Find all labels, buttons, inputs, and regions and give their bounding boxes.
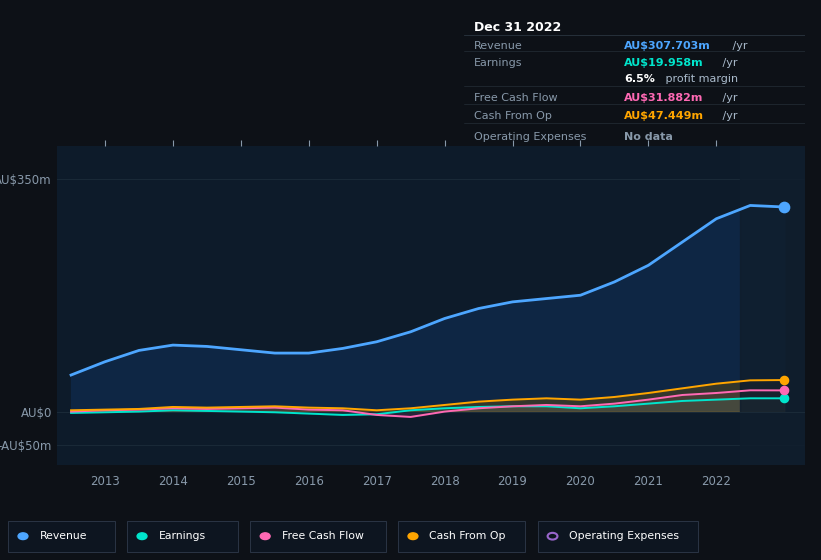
Text: profit margin: profit margin [663, 74, 738, 85]
Text: 6.5%: 6.5% [624, 74, 655, 85]
Text: Operating Expenses: Operating Expenses [569, 531, 679, 541]
Text: Earnings: Earnings [158, 531, 205, 541]
Text: Operating Expenses: Operating Expenses [474, 132, 586, 142]
Point [777, 203, 791, 212]
Point [777, 376, 791, 385]
Text: Earnings: Earnings [474, 58, 523, 68]
Text: /yr: /yr [719, 58, 738, 68]
Text: No data: No data [624, 132, 673, 142]
Text: AU$19.958m: AU$19.958m [624, 58, 704, 68]
Text: /yr: /yr [729, 40, 747, 50]
Text: Free Cash Flow: Free Cash Flow [474, 94, 557, 104]
Text: Revenue: Revenue [39, 531, 87, 541]
Text: Revenue: Revenue [474, 40, 523, 50]
Point [777, 394, 791, 403]
Text: /yr: /yr [719, 94, 738, 104]
Point [777, 386, 791, 395]
Text: Cash From Op: Cash From Op [474, 111, 552, 121]
Text: AU$31.882m: AU$31.882m [624, 94, 704, 104]
Text: Dec 31 2022: Dec 31 2022 [474, 21, 562, 35]
Text: AU$307.703m: AU$307.703m [624, 40, 711, 50]
Text: /yr: /yr [719, 111, 738, 121]
Text: Cash From Op: Cash From Op [429, 531, 506, 541]
Text: AU$47.449m: AU$47.449m [624, 111, 704, 121]
Bar [740, 146, 805, 465]
Text: Free Cash Flow: Free Cash Flow [282, 531, 364, 541]
